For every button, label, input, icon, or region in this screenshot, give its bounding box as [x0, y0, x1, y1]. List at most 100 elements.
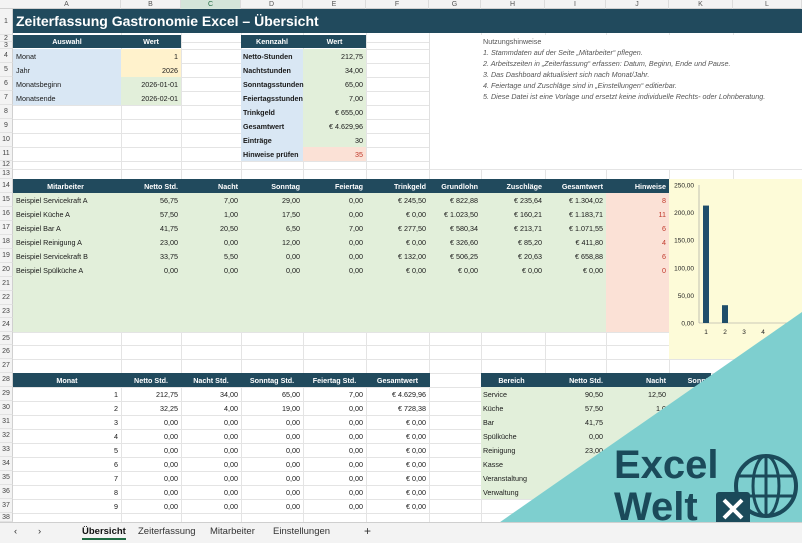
employee-cell[interactable]: € 0,00: [458, 266, 478, 275]
month-cell[interactable]: 1: [114, 390, 118, 399]
employee-cell[interactable]: € 20,63: [518, 252, 542, 261]
column-header-L[interactable]: L: [733, 0, 802, 9]
employee-cell[interactable]: 0,00: [349, 238, 363, 247]
employee-cell[interactable]: Beispiel Küche A: [16, 210, 70, 219]
employee-cell[interactable]: 1,00: [224, 210, 238, 219]
month-cell[interactable]: 0,00: [286, 460, 300, 469]
row-header-4[interactable]: 4: [0, 49, 13, 63]
month-cell[interactable]: € 0,00: [406, 488, 426, 497]
month-cell[interactable]: 0,00: [286, 488, 300, 497]
month-cell[interactable]: 0,00: [224, 432, 238, 441]
kennzahl-value[interactable]: 34,00: [345, 66, 363, 75]
month-cell[interactable]: € 728,38: [398, 404, 426, 413]
row-header-12[interactable]: 12: [0, 161, 13, 169]
month-cell[interactable]: 0,00: [349, 488, 363, 497]
employee-col-header[interactable]: Netto Std.: [144, 182, 178, 191]
employee-col-header[interactable]: Grundlohn: [441, 182, 478, 191]
employee-cell[interactable]: 41,75: [160, 224, 178, 233]
column-header-D[interactable]: D: [241, 0, 303, 9]
kennzahl-label[interactable]: Einträge: [243, 136, 272, 145]
row-header-17[interactable]: 17: [0, 221, 13, 235]
row-header-30[interactable]: 30: [0, 401, 13, 415]
employee-col-header[interactable]: Hinweise: [634, 182, 666, 191]
bereich-cell[interactable]: Veranstaltung: [483, 474, 527, 483]
month-cell[interactable]: € 4.629,96: [392, 390, 426, 399]
kennzahl-value[interactable]: € 655,00: [335, 108, 363, 117]
employee-col-header[interactable]: Zuschläge: [506, 182, 542, 191]
month-cell[interactable]: 0,00: [164, 502, 178, 511]
employee-cell[interactable]: € 245,50: [398, 196, 426, 205]
auswahl-value[interactable]: 2026-01-01: [141, 80, 178, 89]
employee-cell[interactable]: Beispiel Reinigung A: [16, 238, 82, 247]
row-header-8[interactable]: 8: [0, 105, 13, 119]
month-cell[interactable]: 0,00: [164, 474, 178, 483]
row-header-10[interactable]: 10: [0, 133, 13, 147]
row-header-5[interactable]: 5: [0, 63, 13, 77]
employee-cell[interactable]: 56,75: [160, 196, 178, 205]
month-cell[interactable]: 2: [114, 404, 118, 413]
month-cell[interactable]: 34,00: [220, 390, 238, 399]
column-header-F[interactable]: F: [366, 0, 429, 9]
employee-cell[interactable]: € 506,25: [450, 252, 478, 261]
month-cell[interactable]: 0,00: [349, 474, 363, 483]
employee-col-header[interactable]: Feiertag: [335, 182, 363, 191]
row-header-29[interactable]: 29: [0, 387, 13, 401]
employee-cell[interactable]: 8: [662, 196, 666, 205]
employee-cell[interactable]: 11: [658, 210, 666, 219]
row-header-9[interactable]: 9: [0, 119, 13, 133]
month-cell[interactable]: 9: [114, 502, 118, 511]
month-cell[interactable]: 19,00: [282, 404, 300, 413]
month-cell[interactable]: 0,00: [286, 474, 300, 483]
employee-cell[interactable]: 33,75: [160, 252, 178, 261]
employee-cell[interactable]: 4: [662, 238, 666, 247]
employee-cell[interactable]: 0,00: [349, 252, 363, 261]
employee-cell[interactable]: Beispiel Bar A: [16, 224, 61, 233]
month-cell[interactable]: 32,25: [160, 404, 178, 413]
tab-zeiterfassung[interactable]: Zeiterfassung: [138, 526, 196, 537]
employee-cell[interactable]: € 658,88: [575, 252, 603, 261]
row-header-16[interactable]: 16: [0, 207, 13, 221]
employee-cell[interactable]: 12,00: [282, 238, 300, 247]
month-cell[interactable]: 0,00: [349, 418, 363, 427]
month-cell[interactable]: 4,00: [224, 404, 238, 413]
auswahl-value[interactable]: 2026: [162, 66, 178, 75]
month-cell[interactable]: 0,00: [224, 488, 238, 497]
month-cell[interactable]: € 0,00: [406, 460, 426, 469]
employee-cell[interactable]: 6,50: [286, 224, 300, 233]
employee-cell[interactable]: € 213,71: [514, 224, 542, 233]
row-header-31[interactable]: 31: [0, 415, 13, 429]
employee-cell[interactable]: € 0,00: [406, 210, 426, 219]
month-cell[interactable]: 7,00: [349, 390, 363, 399]
column-header-B[interactable]: B: [121, 0, 181, 9]
tab-scroll-next[interactable]: ›: [38, 526, 42, 537]
auswahl-label[interactable]: Monatsende: [16, 94, 56, 103]
row-header-19[interactable]: 19: [0, 249, 13, 263]
row-header-33[interactable]: 33: [0, 443, 13, 457]
auswahl-label[interactable]: Monatsbeginn: [16, 80, 62, 89]
add-sheet-button[interactable]: +: [364, 524, 372, 538]
auswahl-label[interactable]: Jahr: [16, 66, 30, 75]
month-cell[interactable]: 0,00: [286, 418, 300, 427]
month-cell[interactable]: 4: [114, 432, 118, 441]
kennzahl-value[interactable]: 35: [355, 150, 363, 159]
row-header-18[interactable]: 18: [0, 235, 13, 249]
bereich-cell[interactable]: 57,50: [585, 404, 603, 413]
kennzahl-label[interactable]: Nachtstunden: [243, 66, 291, 75]
tab-scroll-prev[interactable]: ‹: [14, 526, 18, 537]
column-header-C[interactable]: C: [181, 0, 241, 9]
column-header-A[interactable]: A: [13, 0, 121, 9]
bereich-col-header[interactable]: Netto Std.: [569, 376, 603, 385]
kennzahl-value[interactable]: 30: [355, 136, 363, 145]
month-cell[interactable]: 0,00: [286, 446, 300, 455]
month-cell[interactable]: 0,00: [164, 418, 178, 427]
row-header-6[interactable]: 6: [0, 77, 13, 91]
row-header-22[interactable]: 22: [0, 291, 13, 305]
column-header-H[interactable]: H: [481, 0, 545, 9]
row-header-14[interactable]: 14: [0, 179, 13, 193]
row-header-15[interactable]: 15: [0, 193, 13, 207]
employee-col-header[interactable]: Gesamtwert: [561, 182, 603, 191]
column-header-K[interactable]: K: [669, 0, 733, 9]
column-header-I[interactable]: I: [545, 0, 606, 9]
employee-cell[interactable]: € 0,00: [522, 266, 542, 275]
bereich-cell[interactable]: Spülküche: [483, 432, 517, 441]
